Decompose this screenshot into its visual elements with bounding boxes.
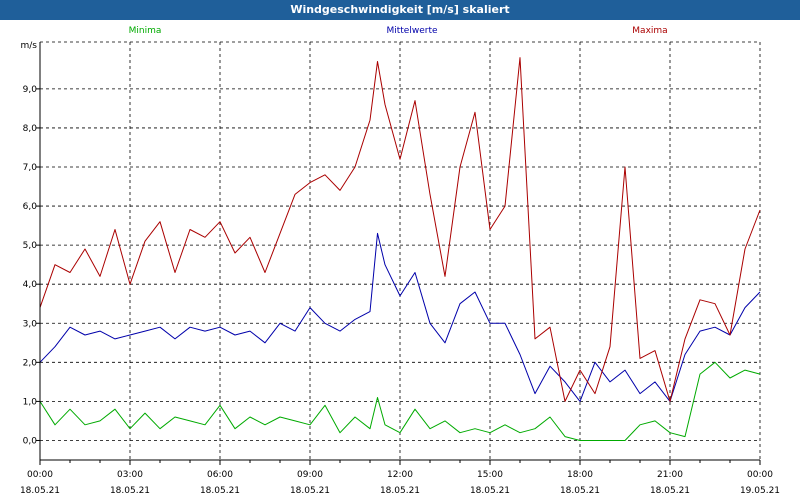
x-tick-date: 18.05.21 [290, 486, 330, 496]
axes [36, 42, 761, 465]
x-tick-time: 21:00 [657, 470, 683, 480]
y-axis-unit: m/s [21, 41, 38, 51]
y-tick-label: 4,0 [23, 280, 38, 290]
x-tick-date: 18.05.21 [20, 486, 60, 496]
series-line-minima [39, 361, 761, 441]
x-tick-date: 18.05.21 [650, 486, 690, 496]
y-tick-label: 6,0 [23, 202, 38, 212]
y-tick-label: 5,0 [23, 241, 38, 251]
labels: 0,0 1,0 2,0 3,0 4,0 5,0 6,0 7,0 8,0 9,0 00:00 18.05… [20, 26, 780, 496]
wind-speed-chart: 0,0 1,0 2,0 3,0 4,0 5,0 6,0 7,0 8,0 9,0 00:00 18.05… [20, 26, 780, 496]
x-tick-time: 06:00 [207, 470, 233, 480]
grid [40, 41, 761, 460]
x-tick-date: 18.05.21 [200, 486, 240, 496]
x-tick-time: 12:00 [387, 470, 413, 480]
y-tick-label: 2,0 [23, 358, 38, 368]
legend-maxima: Maxima [632, 26, 667, 36]
y-tick-label: 1,0 [23, 397, 38, 407]
series-line-mittelwerte [39, 232, 761, 402]
x-tick-time: 00:00 [747, 470, 773, 480]
x-tick-time: 15:00 [477, 470, 503, 480]
legend-mittelwerte: Mittelwerte [386, 26, 437, 36]
series-lines [39, 57, 761, 441]
x-tick-date: 19.05.21 [740, 486, 780, 496]
x-tick-date: 18.05.21 [470, 486, 510, 496]
x-tick-time: 18:00 [567, 470, 593, 480]
x-tick-date: 18.05.21 [380, 486, 420, 496]
x-tick-time: 09:00 [297, 470, 323, 480]
series-line-maxima [39, 57, 761, 402]
legend-minima: Minima [129, 26, 162, 36]
x-tick-time: 03:00 [117, 470, 143, 480]
y-tick-label: 0,0 [23, 436, 38, 446]
y-tick-label: 3,0 [23, 319, 38, 329]
x-tick-time: 00:00 [27, 470, 53, 480]
x-tick-date: 18.05.21 [560, 486, 600, 496]
window-title: Windgeschwindigkeit [m/s] skaliert [0, 0, 800, 20]
y-tick-label: 8,0 [23, 124, 38, 134]
y-tick-label: 9,0 [23, 85, 38, 95]
y-tick-label: 7,0 [23, 163, 38, 173]
x-tick-date: 18.05.21 [110, 486, 150, 496]
